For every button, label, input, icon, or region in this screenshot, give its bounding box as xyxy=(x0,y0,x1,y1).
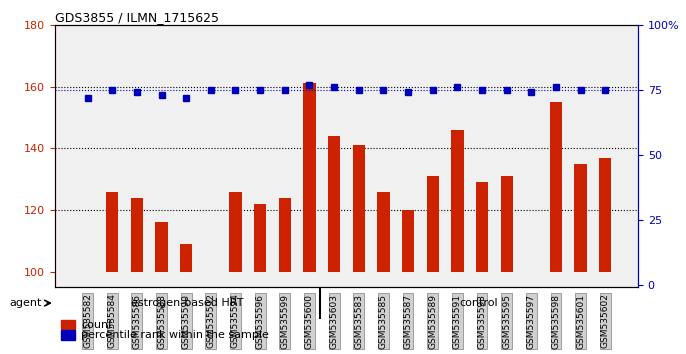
Bar xyxy=(328,136,340,272)
Text: control: control xyxy=(460,298,498,308)
Bar xyxy=(180,244,192,272)
Bar xyxy=(229,192,241,272)
Text: percentile rank within the sample: percentile rank within the sample xyxy=(81,330,269,340)
Bar xyxy=(303,84,316,272)
Text: GDS3855 / ILMN_1715625: GDS3855 / ILMN_1715625 xyxy=(55,11,219,24)
Bar xyxy=(254,204,266,272)
Bar xyxy=(550,102,562,272)
Bar xyxy=(451,130,464,272)
Bar xyxy=(501,176,513,272)
Bar xyxy=(402,210,414,272)
Bar xyxy=(574,164,587,272)
Bar xyxy=(353,145,365,272)
Bar xyxy=(61,320,75,329)
Bar xyxy=(106,192,119,272)
Bar xyxy=(476,182,488,272)
Bar xyxy=(155,222,167,272)
Bar xyxy=(279,198,291,272)
Text: estrogen-based HRT: estrogen-based HRT xyxy=(131,298,244,308)
Bar xyxy=(599,158,611,272)
Text: agent: agent xyxy=(9,298,42,308)
Bar xyxy=(61,330,75,340)
Bar xyxy=(131,198,143,272)
Text: count: count xyxy=(81,320,113,330)
Bar xyxy=(377,192,390,272)
Bar xyxy=(427,176,439,272)
